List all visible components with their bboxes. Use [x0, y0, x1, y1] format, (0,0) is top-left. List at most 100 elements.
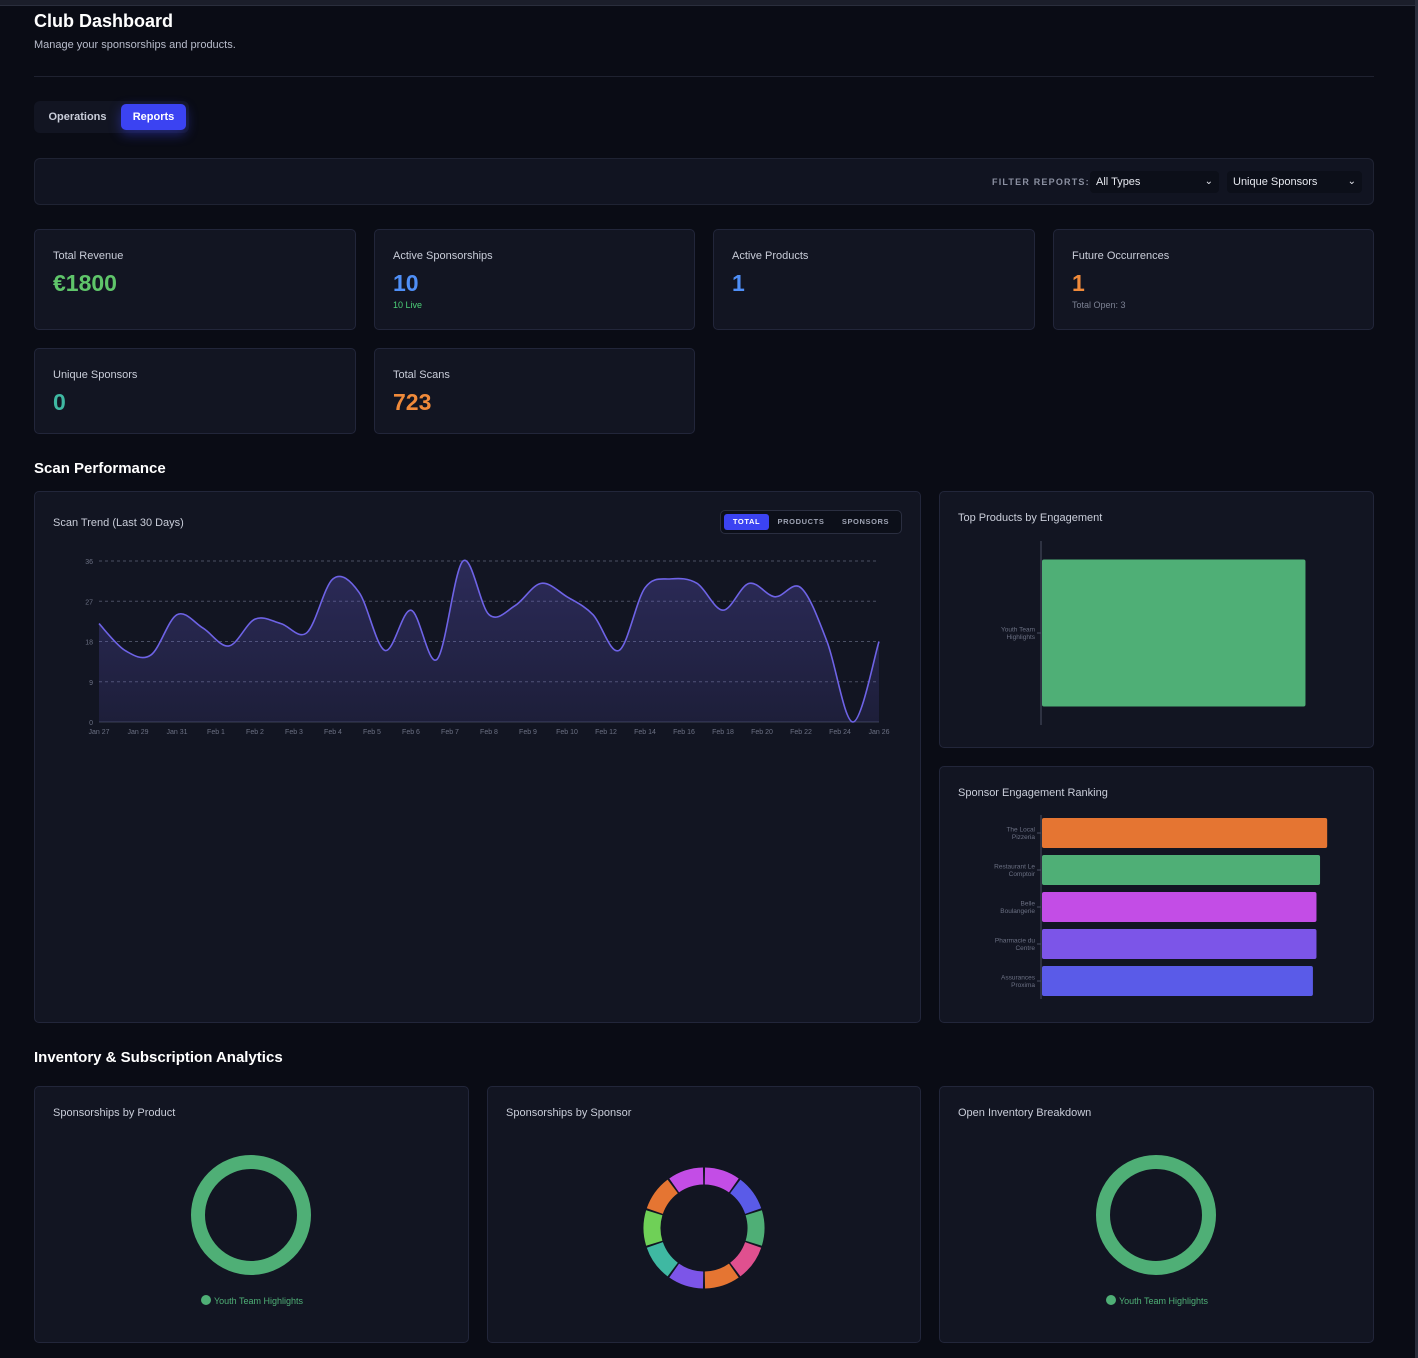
- stat-value: 10: [393, 270, 419, 296]
- category-label-line: Belle: [1021, 901, 1036, 908]
- section-title-inventory: Inventory & Subscription Analytics: [34, 1049, 283, 1066]
- toggle-products[interactable]: PRODUCTS: [777, 517, 825, 526]
- category-label: The Local Pizzeria: [1006, 827, 1035, 842]
- donut-slice: [745, 1210, 765, 1246]
- x-tick-label: Jan 31: [166, 729, 187, 736]
- stat-value: 0: [53, 389, 66, 415]
- category-label-line: Pharmacie du: [995, 938, 1035, 945]
- top-border: [0, 0, 1418, 6]
- scan-trend-line: [98, 559, 880, 723]
- y-tick-label: 36: [85, 559, 93, 566]
- y-tick-label: 0: [89, 720, 93, 727]
- sponsor-ranking-chart: The Local Pizzeria Restaurant Le Comptoir Be…: [994, 815, 1328, 999]
- category-label-line: The Local: [1006, 827, 1035, 834]
- x-tick-label: Feb 8: [480, 729, 498, 736]
- donut-slice: [669, 1167, 704, 1193]
- open-inventory-chart: [1096, 1155, 1216, 1275]
- top-products-chart: Youth Team Highlights: [1001, 541, 1306, 725]
- stat-card-active-sponsorships: Active Sponsorships 10 10 Live: [374, 229, 695, 330]
- y-tick-label: 18: [85, 640, 93, 647]
- view-tabs: Operations Reports: [34, 101, 189, 133]
- donut-slice: [704, 1263, 739, 1289]
- stat-value: 723: [393, 389, 432, 415]
- donut-slice: [646, 1179, 678, 1214]
- stat-label: Total Revenue: [53, 250, 124, 262]
- stat-card-unique-sponsors: Unique Sponsors 0: [34, 348, 356, 434]
- toggle-total[interactable]: TOTAL: [724, 514, 769, 530]
- sponsor-ranking-title: Sponsor Engagement Ranking: [958, 787, 1108, 799]
- bar: [1042, 855, 1321, 885]
- metric-select[interactable]: Unique Sponsors ⌄: [1227, 171, 1362, 193]
- category-label: Pharmacie du Centre: [995, 938, 1035, 953]
- scan-trend-chart: 0 9 18 27 36 Jan 27 Jan 29 Jan 31 Feb 1 Feb 2 Feb …: [85, 559, 889, 736]
- scan-trend-area: [99, 560, 879, 722]
- top-products-card: Top Products by Engagement Youth Team Hig…: [939, 491, 1374, 748]
- stat-value: €1800: [53, 270, 117, 296]
- type-select[interactable]: All Types ⌄: [1090, 171, 1219, 193]
- y-tick-label: 9: [89, 680, 93, 687]
- x-tick-label: Feb 12: [595, 729, 617, 736]
- donut-slice: [730, 1242, 762, 1277]
- stat-value: 1: [1072, 270, 1085, 296]
- chevron-down-icon: ⌄: [1347, 176, 1356, 187]
- metric-select-value: Unique Sponsors: [1233, 176, 1318, 188]
- scan-trend-toggle: TOTAL PRODUCTS SPONSORS: [720, 510, 902, 534]
- category-label-line: Restaurant Le: [994, 864, 1035, 871]
- chevron-down-icon: ⌄: [1204, 176, 1213, 187]
- x-tick-label: Feb 18: [712, 729, 734, 736]
- tab-reports[interactable]: Reports: [121, 104, 186, 130]
- donut-slice: [669, 1263, 704, 1289]
- scan-trend-title: Scan Trend (Last 30 Days): [53, 517, 184, 529]
- top-products-title: Top Products by Engagement: [958, 512, 1103, 524]
- stat-label: Unique Sponsors: [53, 369, 138, 381]
- donut-slice: [704, 1167, 739, 1193]
- header-divider: [34, 76, 1374, 77]
- section-title-scan-performance: Scan Performance: [34, 460, 166, 477]
- x-tick-label: Feb 7: [441, 729, 459, 736]
- right-scrollbar[interactable]: [1415, 0, 1418, 1358]
- x-tick-label: Feb 9: [519, 729, 537, 736]
- y-tick-label: 27: [85, 599, 93, 606]
- stat-label: Active Sponsorships: [393, 250, 493, 262]
- category-label: Assurances Proxima: [1001, 975, 1036, 990]
- x-tick-label: Jan 29: [127, 729, 148, 736]
- category-label-line: Boulangerie: [1000, 908, 1035, 915]
- x-tick-label: Feb 3: [285, 729, 303, 736]
- category-label-line: Assurances: [1001, 975, 1036, 982]
- category-label-line: Proxima: [1011, 982, 1035, 989]
- category-label: Belle Boulangerie: [1000, 901, 1035, 916]
- x-tick-label: Feb 20: [751, 729, 773, 736]
- x-tick-label: Feb 2: [246, 729, 264, 736]
- sponsorships-by-sponsor-title: Sponsorships by Sponsor: [506, 1107, 632, 1119]
- legend-item[interactable]: Youth Team Highlights: [1057, 1295, 1257, 1306]
- sponsor-ranking-card: Sponsor Engagement Ranking The Local Pizz…: [939, 766, 1374, 1023]
- stat-card-total-revenue: Total Revenue €1800: [34, 229, 356, 330]
- bar: [1042, 929, 1317, 959]
- stat-card-total-scans: Total Scans 723: [374, 348, 695, 434]
- donut-slice: [646, 1242, 678, 1277]
- sponsorships-by-product-chart: [191, 1155, 311, 1275]
- category-label-line: Youth Team: [1001, 627, 1035, 634]
- x-tick-label: Feb 14: [634, 729, 656, 736]
- legend-dot: [1105, 1295, 1116, 1305]
- tab-operations[interactable]: Operations: [48, 111, 107, 123]
- category-label: Youth Team Highlights: [1001, 627, 1036, 642]
- legend-item[interactable]: Youth Team Highlights: [152, 1295, 352, 1306]
- bar: [1042, 818, 1328, 848]
- filter-label: FILTER REPORTS:: [992, 177, 1090, 187]
- stat-label: Future Occurrences: [1072, 250, 1170, 262]
- page-subtitle: Manage your sponsorships and products.: [34, 39, 236, 51]
- category-label-line: Comptoir: [1009, 871, 1036, 878]
- category-label-line: Pizzeria: [1012, 834, 1036, 841]
- sponsorships-by-product-title: Sponsorships by Product: [53, 1107, 176, 1119]
- x-tick-label: Feb 6: [402, 729, 420, 736]
- bar: [1042, 559, 1306, 707]
- x-tick-label: Feb 4: [324, 729, 342, 736]
- toggle-sponsors[interactable]: SPONSORS: [841, 517, 890, 526]
- x-tick-label: Jan 26: [868, 729, 889, 736]
- page-title: Club Dashboard: [34, 11, 174, 31]
- open-inventory-title: Open Inventory Breakdown: [958, 1107, 1092, 1119]
- open-inventory-card: Open Inventory Breakdown Youth Team High…: [939, 1086, 1374, 1343]
- legend-dot: [200, 1295, 211, 1305]
- type-select-value: All Types: [1096, 176, 1141, 188]
